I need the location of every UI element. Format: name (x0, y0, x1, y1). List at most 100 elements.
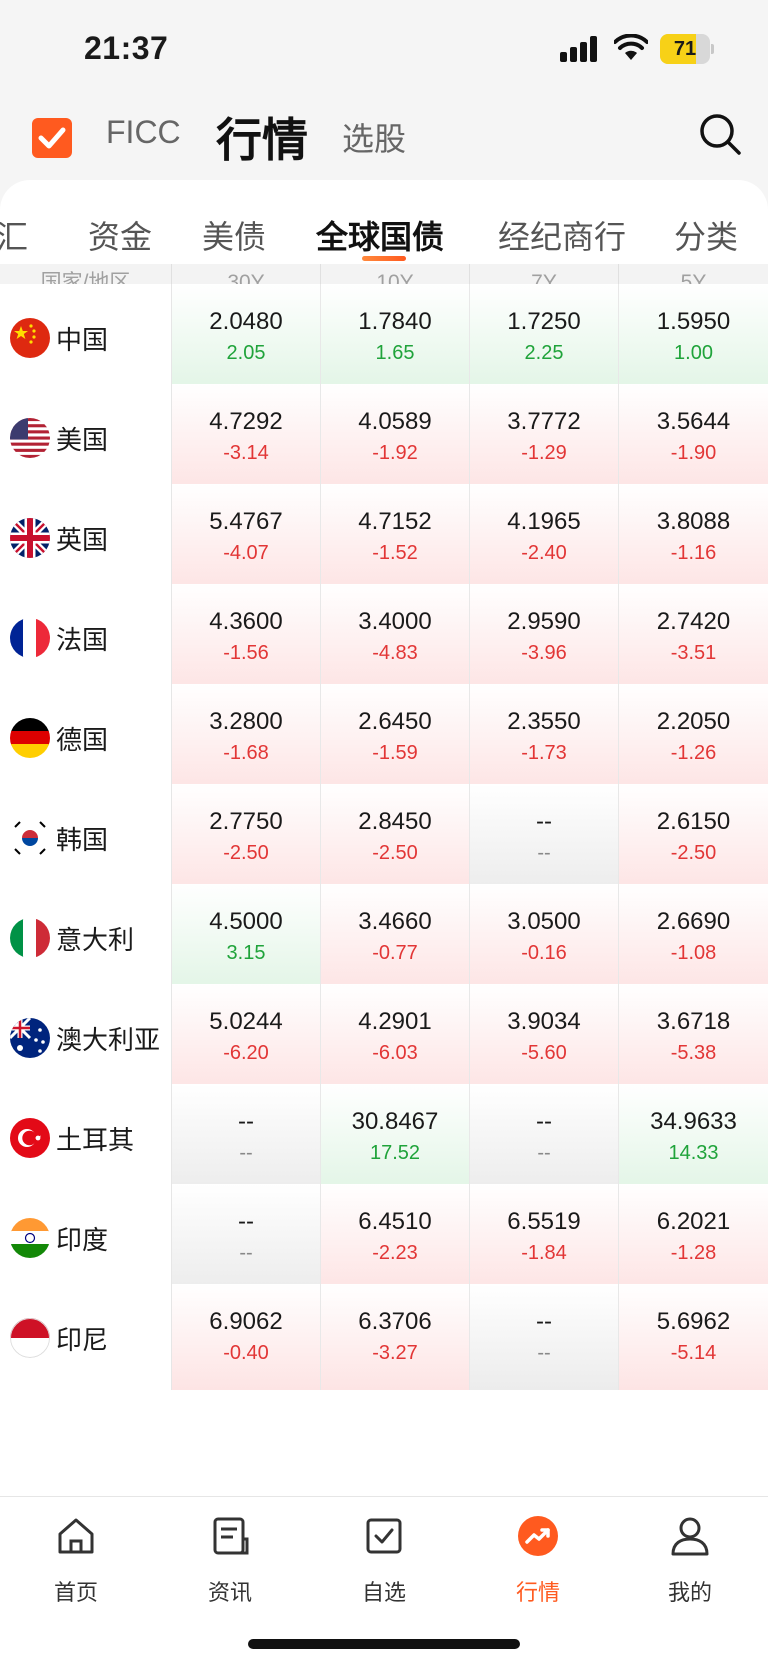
yield-cell[interactable]: 2.9590 -3.96 (470, 584, 619, 690)
country-cell[interactable]: 德国 (0, 684, 172, 790)
sub-tab-category[interactable]: 分类 (674, 219, 739, 255)
yield-cell[interactable]: 4.2901 -6.03 (321, 984, 470, 1090)
table-row[interactable]: 印度 -- -- 6.4510 -2.23 6.5519 -1.84 6.2021 -1.28 (0, 1184, 768, 1290)
yield-cell[interactable]: 4.0589 -1.92 (321, 384, 470, 490)
yield-cell[interactable]: 2.8450 -2.50 (321, 784, 470, 890)
table-row[interactable]: 土耳其 -- -- 30.8467 17.52 -- -- 34.9633 14.33 (0, 1084, 768, 1190)
nav-home[interactable]: 首页 (26, 1515, 126, 1615)
yield-cell[interactable]: 1.7250 2.25 (470, 284, 619, 390)
nav-profile[interactable]: 我的 (640, 1515, 740, 1615)
checkbox-logo-icon[interactable] (32, 118, 72, 158)
table-row[interactable]: 美国 4.7292 -3.14 4.0589 -1.92 3.7772 -1.29 3.564… (0, 384, 768, 490)
country-cell[interactable]: 澳大利亚 (0, 984, 172, 1090)
yield-cell[interactable]: 2.7420 -3.51 (619, 584, 768, 690)
yield-cell[interactable]: -- -- (470, 1284, 619, 1390)
table-row[interactable]: 法国 4.3600 -1.56 3.4000 -4.83 2.9590 -3.96 2.742… (0, 584, 768, 690)
yield-value: -- (238, 1208, 254, 1235)
yield-cell[interactable]: 6.3706 -3.27 (321, 1284, 470, 1390)
table-row[interactable]: 德国 3.2800 -1.68 2.6450 -1.59 2.3550 -1.73 2.205… (0, 684, 768, 790)
yield-change: -4.07 (223, 542, 269, 564)
yield-cell[interactable]: 2.3550 -1.73 (470, 684, 619, 790)
yield-value: 3.7772 (507, 408, 581, 435)
yield-change: -- (239, 1142, 253, 1164)
search-icon[interactable] (698, 112, 742, 156)
yield-cell[interactable]: 2.0480 2.05 (172, 284, 321, 390)
sub-tab-global-bonds[interactable]: 全球国债 (316, 219, 445, 255)
tab-stock-picker[interactable]: 选股 (342, 121, 407, 157)
yield-cell[interactable]: 3.2800 -1.68 (172, 684, 321, 790)
sub-tab-us-treasuries[interactable]: 美债 (202, 219, 267, 255)
yield-cell[interactable]: -- -- (470, 1084, 619, 1190)
yield-cell[interactable]: 3.6718 -5.38 (619, 984, 768, 1090)
yield-cell[interactable]: 34.9633 14.33 (619, 1084, 768, 1190)
yield-cell[interactable]: 3.9034 -5.60 (470, 984, 619, 1090)
table-row[interactable]: 英国 5.4767 -4.07 4.7152 -1.52 4.1965 -2.40 3.808… (0, 484, 768, 590)
nav-news[interactable]: 资讯 (180, 1515, 280, 1615)
yield-cell[interactable]: 6.4510 -2.23 (321, 1184, 470, 1290)
table-row[interactable]: 韩国 2.7750 -2.50 2.8450 -2.50 -- -- 2.6150 -2.50 (0, 784, 768, 890)
active-tab-indicator (362, 256, 406, 261)
nav-watchlist[interactable]: 自选 (334, 1515, 434, 1615)
table-row[interactable]: 意大利 4.5000 3.15 3.4660 -0.77 3.0500 -0.16 2.669… (0, 884, 768, 990)
yield-change: -1.56 (223, 642, 269, 664)
country-cell[interactable]: 美国 (0, 384, 172, 490)
sub-tab-bar: 汇 资金 美债 全球国债 经纪商行 分类 (0, 180, 768, 264)
tab-market[interactable]: 行情 (216, 114, 308, 166)
yield-change: -1.52 (372, 542, 418, 564)
country-cell[interactable]: 法国 (0, 584, 172, 690)
country-name: 意大利 (56, 925, 135, 955)
yield-cell[interactable]: -- -- (172, 1184, 321, 1290)
sub-tab-brokers[interactable]: 经纪商行 (498, 219, 627, 255)
yield-cell[interactable]: 30.8467 17.52 (321, 1084, 470, 1190)
country-cell[interactable]: 意大利 (0, 884, 172, 990)
yield-cell[interactable]: 1.7840 1.65 (321, 284, 470, 390)
nav-market[interactable]: 行情 (488, 1515, 588, 1615)
yield-cell[interactable]: -- -- (172, 1084, 321, 1190)
country-cell[interactable]: 韩国 (0, 784, 172, 890)
yield-cell[interactable]: 4.1965 -2.40 (470, 484, 619, 590)
yield-cell[interactable]: 3.4000 -4.83 (321, 584, 470, 690)
yield-cell[interactable]: 4.3600 -1.56 (172, 584, 321, 690)
sub-tab-forex[interactable]: 汇 (0, 219, 29, 255)
yield-change: -0.77 (372, 942, 418, 964)
table-row[interactable]: 中国 2.0480 2.05 1.7840 1.65 1.7250 2.25 1.5950 1.… (0, 284, 768, 390)
country-name: 中国 (56, 325, 109, 355)
tab-ficc[interactable]: FICC (106, 114, 181, 150)
table-row[interactable]: 印尼 6.9062 -0.40 6.3706 -3.27 -- -- 5.6962 -5.14 (0, 1284, 768, 1390)
country-cell[interactable]: 土耳其 (0, 1084, 172, 1190)
yield-cell[interactable]: 6.9062 -0.40 (172, 1284, 321, 1390)
yield-cell[interactable]: 3.8088 -1.16 (619, 484, 768, 590)
yield-cell[interactable]: 2.2050 -1.26 (619, 684, 768, 790)
yield-cell[interactable]: 6.2021 -1.28 (619, 1184, 768, 1290)
yield-cell[interactable]: 2.6450 -1.59 (321, 684, 470, 790)
yield-cell[interactable]: 5.0244 -6.20 (172, 984, 321, 1090)
yield-value: 2.6690 (656, 908, 731, 935)
yield-cell[interactable]: 2.6150 -2.50 (619, 784, 768, 890)
yield-value: 2.7420 (656, 608, 731, 635)
table-row[interactable]: 澳大利亚 5.0244 -6.20 4.2901 -6.03 3.9034 -5.60 3.6… (0, 984, 768, 1090)
yield-cell[interactable]: 6.5519 -1.84 (470, 1184, 619, 1290)
sub-tab-funds[interactable]: 资金 (88, 219, 153, 255)
yield-cell[interactable]: -- -- (470, 784, 619, 890)
country-cell[interactable]: 中国 (0, 284, 172, 390)
yield-cell[interactable]: 1.5950 1.00 (619, 284, 768, 390)
yield-value: 2.0480 (209, 308, 283, 335)
yield-cell[interactable]: 3.4660 -0.77 (321, 884, 470, 990)
yield-cell[interactable]: 2.6690 -1.08 (619, 884, 768, 990)
yield-cell[interactable]: 4.7152 -1.52 (321, 484, 470, 590)
country-cell[interactable]: 印尼 (0, 1284, 172, 1390)
yield-change: -6.20 (223, 1042, 269, 1064)
yield-cell[interactable]: 4.5000 3.15 (172, 884, 321, 990)
yield-change: -3.27 (372, 1342, 418, 1364)
yield-cell[interactable]: 5.6962 -5.14 (619, 1284, 768, 1390)
usa-flag-icon (10, 418, 50, 458)
yield-cell[interactable]: 3.5644 -1.90 (619, 384, 768, 490)
yield-cell[interactable]: 2.7750 -2.50 (172, 784, 321, 890)
yield-cell[interactable]: 4.7292 -3.14 (172, 384, 321, 490)
country-cell[interactable]: 英国 (0, 484, 172, 590)
yield-cell[interactable]: 3.7772 -1.29 (470, 384, 619, 490)
yield-cell[interactable]: 5.4767 -4.07 (172, 484, 321, 590)
yield-cell[interactable]: 3.0500 -0.16 (470, 884, 619, 990)
yield-value: 4.7292 (209, 408, 283, 435)
country-cell[interactable]: 印度 (0, 1184, 172, 1290)
